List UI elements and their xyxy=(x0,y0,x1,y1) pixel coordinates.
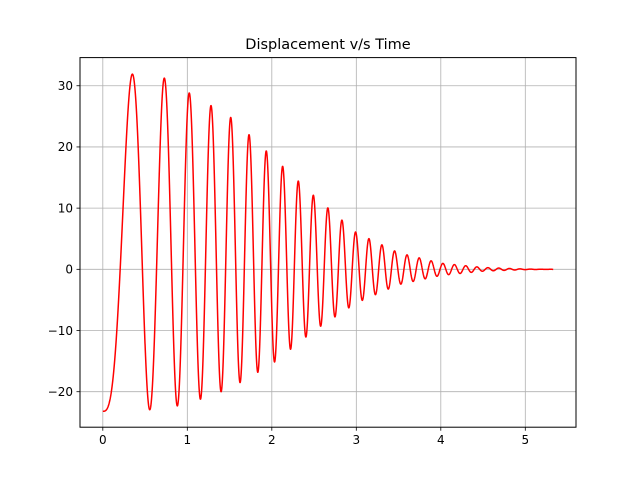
ticks: 0 1 2 3 4 5 −20 −10 0 10 20 30 xyxy=(48,79,529,447)
x-tick-label-4: 4 xyxy=(437,433,445,447)
y-tick-label-4: 20 xyxy=(58,140,73,154)
axes-frame xyxy=(79,57,577,428)
y-tick-label-1: −10 xyxy=(48,324,73,338)
y-tick-label-5: 30 xyxy=(58,79,73,93)
y-tick-label-2: 0 xyxy=(65,263,73,277)
x-tick-label-5: 5 xyxy=(521,433,529,447)
x-tick-label-1: 1 xyxy=(183,433,191,447)
y-tick-label-0: −20 xyxy=(48,385,73,399)
series-line-0 xyxy=(102,73,554,413)
x-tick-label-2: 2 xyxy=(268,433,276,447)
plot-lines xyxy=(102,73,554,413)
chart-title: Displacement v/s Time xyxy=(245,37,410,53)
x-tick-label-3: 3 xyxy=(352,433,360,447)
y-tick-label-3: 10 xyxy=(58,201,73,215)
x-tick-label-0: 0 xyxy=(99,433,107,447)
